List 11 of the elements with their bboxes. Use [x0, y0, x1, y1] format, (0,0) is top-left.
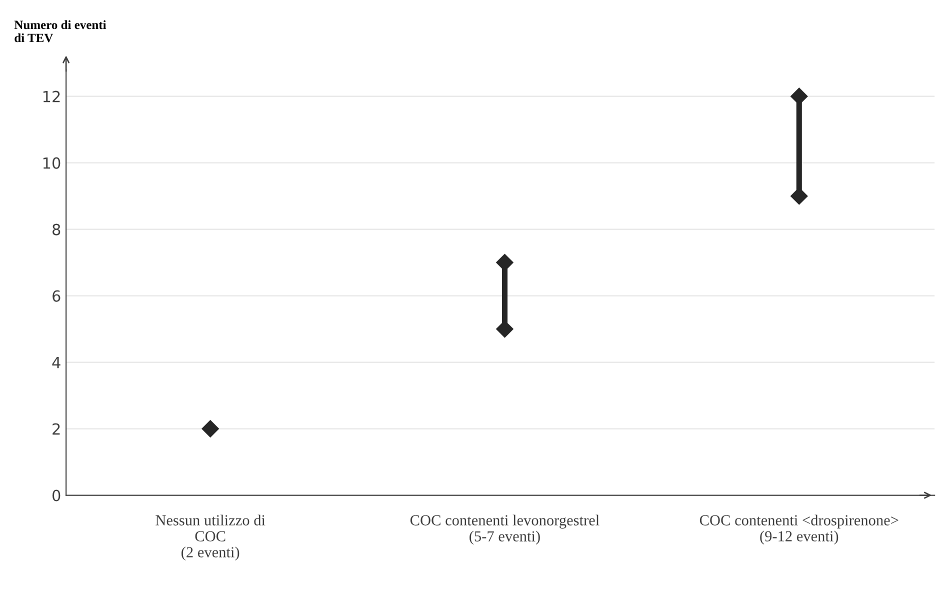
x-tick-label: COC contenenti levonorgestrel (5-7 eventi) [410, 514, 600, 545]
y-tick-label: 0 [52, 490, 60, 502]
x-tick-label: COC contenenti <drospirenone> (9-12 eventi) [700, 514, 898, 545]
y-tick-label: 8 [52, 224, 60, 236]
x-tick-label: Nessun utilizzo di COC (2 eventi) [156, 514, 266, 561]
y-tick-label: 10 [43, 157, 60, 169]
y-tick-label: 2 [52, 423, 60, 435]
y-axis-title: Numero di eventi di TEV [14, 20, 106, 42]
y-tick-label: 12 [43, 90, 60, 102]
y-tick-label: 6 [52, 290, 60, 302]
y-tick-label: 4 [52, 356, 60, 368]
